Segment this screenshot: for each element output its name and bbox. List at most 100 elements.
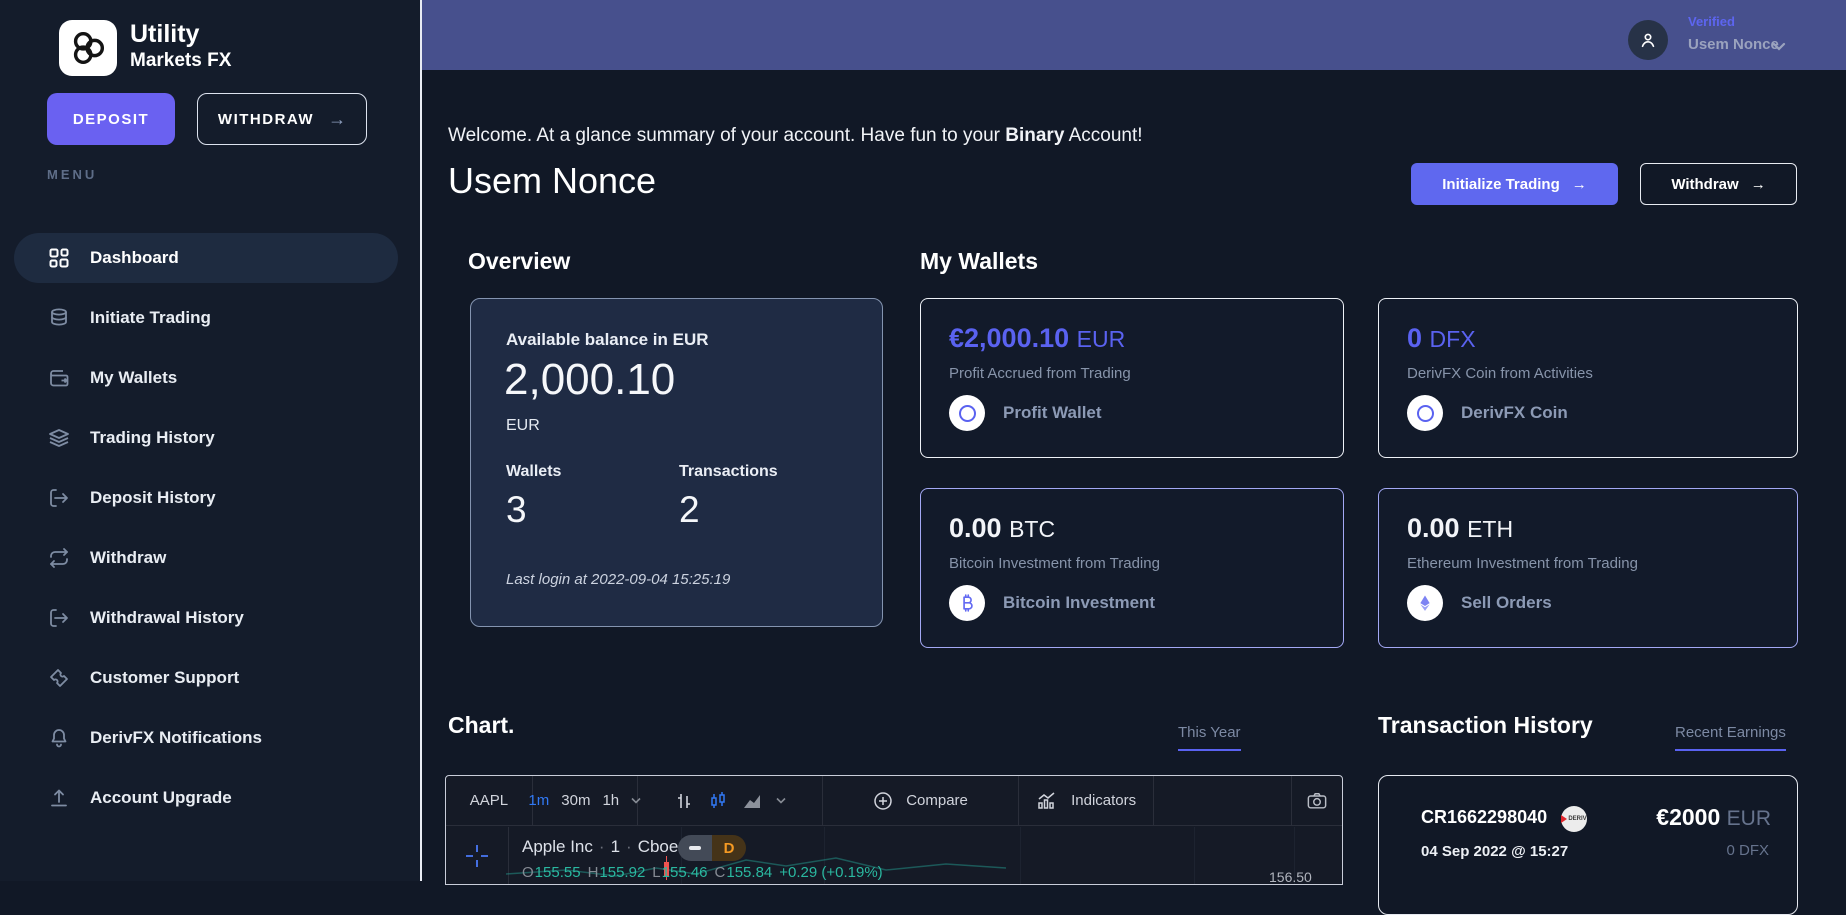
wallet-amount: 0.00 ETH: [1407, 513, 1513, 544]
chevron-down-icon[interactable]: [1772, 42, 1786, 51]
area-style-icon[interactable]: [742, 791, 762, 811]
wallet-icon: [47, 366, 71, 390]
welcome-suffix: Account!: [1064, 125, 1143, 146]
welcome-prefix: Welcome. At a glance summary of your acc…: [448, 125, 1006, 146]
welcome-highlight: Binary: [1005, 125, 1065, 146]
arrow-right-icon: →: [1750, 175, 1766, 193]
drawing-toolbar: [446, 827, 509, 884]
withdraw-main-label: Withdraw: [1671, 175, 1739, 193]
interval-switcher: 1m 30m 1h: [528, 776, 641, 825]
grid-icon: [47, 246, 71, 270]
symbol-search-button[interactable]: AAPL: [446, 776, 533, 825]
transaction-card: CR1662298040 DERIV 04 Sep 2022 @ 15:27 €…: [1378, 775, 1798, 915]
amount-value: 0.00: [1407, 513, 1460, 543]
bars-style-icon[interactable]: [674, 791, 694, 811]
sidebar-item-label: Dashboard: [90, 248, 179, 267]
screenshot-button[interactable]: [1292, 776, 1342, 825]
chart-toolbar: AAPL 1m 30m 1h: [446, 776, 1342, 826]
withdraw-button-sidebar[interactable]: WITHDRAW →: [197, 93, 367, 145]
sidebar-item-customer-support[interactable]: Customer Support: [0, 653, 398, 703]
wallet-label: Bitcoin Investment: [1003, 593, 1156, 612]
chart-gridline: [1194, 827, 1195, 884]
chevron-down-icon[interactable]: [776, 797, 786, 804]
sidebar-item-account-upgrade[interactable]: Account Upgrade: [0, 773, 398, 823]
transaction-amount: €2000 EUR: [1656, 804, 1771, 831]
wallet-label: DerivFX Coin: [1461, 403, 1568, 422]
interval-1m[interactable]: 1m: [528, 792, 550, 809]
user-icon: [1638, 30, 1658, 50]
sidebar-item-dashboard[interactable]: Dashboard: [14, 233, 398, 283]
verified-badge: Verified: [1688, 14, 1735, 29]
indicators-button[interactable]: Indicators: [1019, 776, 1155, 825]
candles-style-icon[interactable]: [708, 791, 728, 811]
sidebar-item-withdrawal-history[interactable]: Withdrawal History: [0, 593, 398, 643]
session-toggle[interactable]: D: [678, 835, 746, 861]
compare-button[interactable]: Compare: [823, 776, 1019, 825]
arrow-right-icon: →: [328, 108, 347, 129]
transaction-reference: CR1662298040: [1421, 807, 1548, 827]
wallet-card-dfx: 0 DFX DerivFX Coin from Activities Deriv…: [1378, 298, 1798, 458]
chart-gridline: [1020, 827, 1021, 884]
wallet-card-eth: 0.00 ETH Ethereum Investment from Tradin…: [1378, 488, 1798, 648]
welcome-message: Welcome. At a glance summary of your acc…: [448, 125, 1143, 147]
repeat-icon: [47, 546, 71, 570]
sidebar-item-label: Withdrawal History: [90, 608, 244, 627]
overview-card: Available balance in EUR 2,000.10 EUR Wa…: [470, 298, 883, 627]
indicators-icon: [1036, 791, 1058, 811]
wallet-amount: 0 DFX: [1407, 323, 1476, 354]
chevron-down-icon[interactable]: [631, 797, 641, 804]
sidebar-item-withdraw[interactable]: Withdraw: [0, 533, 398, 583]
transaction-history-heading: Transaction History: [1378, 712, 1593, 738]
deriv-badge-icon: DERIV: [1561, 806, 1587, 832]
rings-logo-icon: [67, 27, 109, 69]
sidebar-item-label: Trading History: [90, 428, 215, 447]
box-arrow-icon: [47, 486, 71, 510]
withdraw-button-label: WITHDRAW: [217, 110, 315, 128]
wallet-amount: €2,000.10 EUR: [949, 323, 1125, 354]
legend-interval: 1: [610, 837, 621, 856]
balance-value: 2,000.10: [504, 355, 676, 404]
deposit-button[interactable]: DEPOSIT: [47, 93, 175, 145]
wallet-description: Ethereum Investment from Trading: [1407, 555, 1638, 572]
sidebar-item-my-wallets[interactable]: My Wallets: [0, 353, 398, 403]
avatar[interactable]: [1628, 20, 1668, 60]
wallet-label: Profit Wallet: [1003, 403, 1102, 422]
sidebar-item-label: Withdraw: [90, 548, 167, 567]
top-bar: [422, 0, 1846, 70]
this-year-link[interactable]: This Year: [1178, 724, 1241, 751]
sidebar-item-trading-history[interactable]: Trading History: [0, 413, 398, 463]
symbol-label: AAPL: [469, 792, 509, 809]
sidebar-item-deposit-history[interactable]: Deposit History: [0, 473, 398, 523]
layers-icon: [47, 426, 71, 450]
toolbar-spacer: [1154, 776, 1293, 825]
initialize-trading-button[interactable]: Initialize Trading →: [1411, 163, 1618, 205]
withdraw-button-main[interactable]: Withdraw →: [1640, 163, 1797, 205]
ethereum-icon: [1407, 585, 1443, 621]
upload-icon: [47, 786, 71, 810]
ring-icon: [958, 404, 976, 422]
sidebar-item-label: Initiate Trading: [90, 308, 211, 327]
coins-icon: [47, 306, 71, 330]
chart-gridline: [1294, 827, 1295, 884]
interval-30m[interactable]: 30m: [561, 792, 591, 809]
user-menu[interactable]: Usem Nonce: [1688, 36, 1779, 53]
sidebar-item-label: My Wallets: [90, 368, 178, 387]
wallet-description: Bitcoin Investment from Trading: [949, 555, 1160, 572]
bitcoin-icon: [949, 585, 985, 621]
wallet-description: Profit Accrued from Trading: [949, 365, 1131, 382]
ohlc-readout: O155.55 H155.92 L155.46 C155.84 +0.29 (+0.19…: [522, 864, 883, 881]
plus-circle-icon: [873, 791, 893, 811]
price-change: +0.29 (+0.19%): [779, 864, 883, 881]
toggle-icon: [678, 835, 712, 861]
legend-separator: ·: [626, 837, 632, 856]
profit-wallet-icon: [949, 395, 985, 431]
box-arrow-icon: [47, 606, 71, 630]
sidebar-item-derivfx-notifications[interactable]: DerivFX Notifications: [0, 713, 398, 763]
interval-1h[interactable]: 1h: [602, 792, 620, 809]
amount-unit: DFX: [1429, 326, 1476, 352]
crosshair-icon[interactable]: [464, 843, 490, 869]
recent-earnings-link[interactable]: Recent Earnings: [1675, 724, 1786, 751]
my-wallets-heading: My Wallets: [920, 248, 1039, 274]
sidebar-item-initiate-trading[interactable]: Initiate Trading: [0, 293, 398, 343]
derivfx-coin-icon: [1407, 395, 1443, 431]
